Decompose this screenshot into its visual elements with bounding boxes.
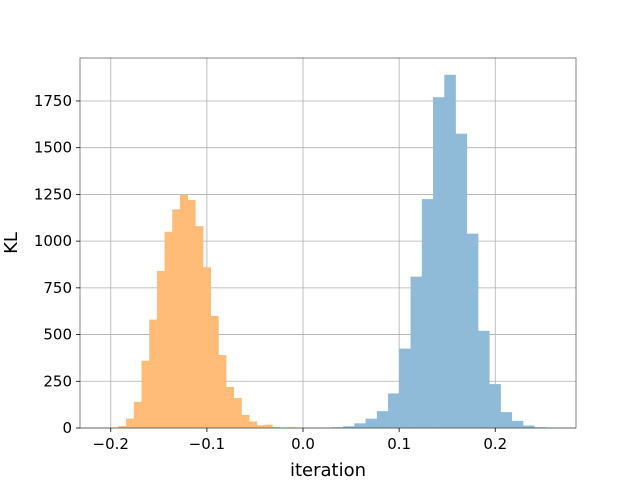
histogram-bar <box>500 412 513 428</box>
histogram-bar <box>376 411 389 428</box>
histogram-bar <box>241 414 250 428</box>
x-tick-label: 0.0 <box>291 435 315 453</box>
histogram-bar <box>478 330 490 428</box>
histogram-bar <box>343 426 355 428</box>
y-tick-label: 500 <box>43 326 72 344</box>
x-axis-ticks: −0.2 −0.1 0.0 0.1 0.2 <box>93 428 507 453</box>
x-tick-label: 0.2 <box>483 435 507 453</box>
histogram-bar <box>126 418 135 428</box>
histogram-bar <box>455 133 468 428</box>
y-tick-label: 1750 <box>34 92 72 110</box>
histogram-bar <box>433 97 445 428</box>
histogram-bar <box>210 315 219 428</box>
histogram-bar <box>133 401 142 428</box>
histogram-bar <box>264 424 273 428</box>
histogram-bar <box>149 319 158 428</box>
histogram-bar <box>489 384 501 428</box>
histogram-bar <box>156 271 165 428</box>
histogram-bar <box>511 420 524 428</box>
histogram-bar <box>226 386 235 428</box>
x-tick-label: −0.1 <box>189 435 225 453</box>
y-tick-label: 1000 <box>34 232 72 250</box>
histogram-bar <box>233 398 242 428</box>
plot-frame <box>79 57 577 429</box>
histogram-bar <box>365 418 378 428</box>
y-axis-label: KL <box>1 232 22 254</box>
histogram-bar <box>421 199 434 428</box>
histogram-bar <box>523 425 535 428</box>
histogram-bar <box>399 348 411 428</box>
histogram-bar <box>444 74 456 429</box>
y-tick-label: 0 <box>62 419 72 437</box>
x-tick-label: −0.2 <box>93 435 129 453</box>
y-tick-label: 1250 <box>34 185 72 203</box>
histogram-bar <box>388 393 400 428</box>
y-tick-label: 250 <box>43 372 72 390</box>
histogram-bar <box>164 231 173 428</box>
histogram-bar <box>203 267 212 428</box>
histogram-bar <box>272 426 281 428</box>
histogram-bar <box>466 233 479 428</box>
x-tick-label: 0.1 <box>387 435 411 453</box>
histogram-bar <box>256 425 265 428</box>
histogram-bar <box>179 194 188 428</box>
histogram-bar <box>187 200 196 428</box>
histogram-bar <box>249 421 258 428</box>
histogram-bar <box>172 209 181 428</box>
histogram-bar <box>218 355 227 428</box>
histogram-bar <box>118 426 127 428</box>
x-axis-label: iteration <box>290 460 366 480</box>
histogram-bar <box>141 360 150 428</box>
histogram-bar <box>354 423 366 428</box>
y-tick-label: 1500 <box>34 139 72 157</box>
y-axis-ticks: 0 250 500 750 1000 1250 1500 1750 <box>34 92 80 437</box>
histogram-bar <box>195 226 204 428</box>
y-tick-label: 750 <box>43 279 72 297</box>
histogram-bars <box>110 74 558 429</box>
histogram-bar <box>410 276 423 428</box>
